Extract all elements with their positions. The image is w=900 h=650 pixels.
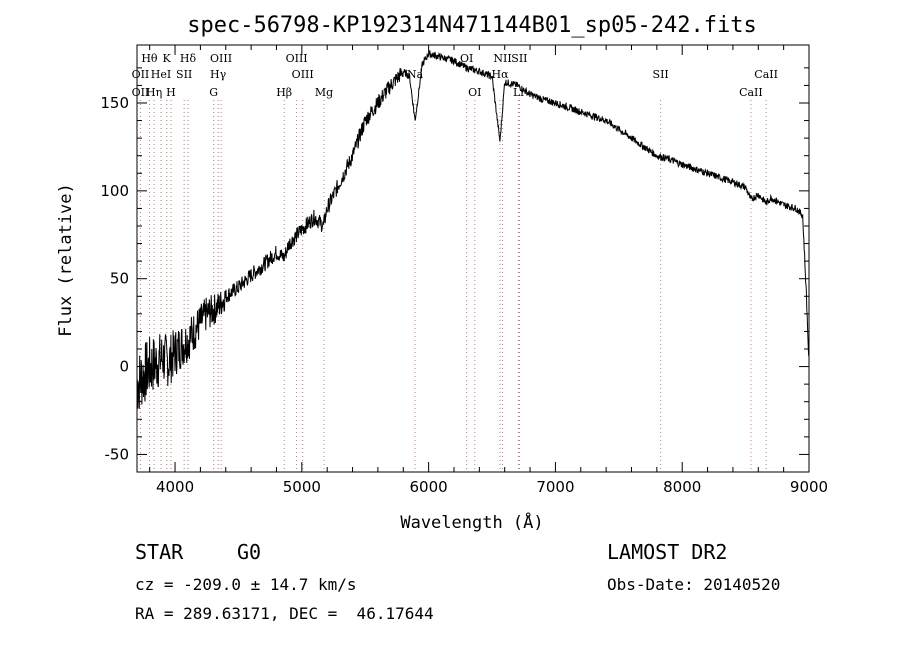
object-subclass: G0 [237, 540, 262, 564]
spectral-line-label: HeI [151, 68, 171, 81]
spectral-line-label: OI [460, 52, 473, 65]
redshift-cz: cz = -209.0 ± 14.7 km/s [135, 575, 357, 594]
x-tick-label: 5000 [283, 478, 321, 496]
y-tick-label: -50 [105, 445, 130, 463]
spectral-line-label: Hβ [276, 86, 292, 99]
x-tick-label: 7000 [536, 478, 574, 496]
x-tick-label: 6000 [410, 478, 448, 496]
spectral-line-label: Mg [315, 86, 333, 99]
x-axis-label: Wavelength (Å) [400, 511, 543, 533]
sky-coordinates: RA = 289.63171, DEC = 46.17644 [135, 604, 434, 623]
spectral-line-label: SII [511, 52, 527, 65]
spectral-line-label: NII [493, 52, 511, 65]
plot-frame [136, 44, 810, 473]
y-tick-label: 50 [110, 270, 129, 288]
observation-date: Obs-Date: 20140520 [607, 575, 781, 594]
spectral-line-label: K [163, 52, 172, 65]
spectral-line-label: Hθ [141, 52, 158, 65]
spectral-line-label: OII [132, 68, 150, 81]
spectral-line-label: H [166, 86, 176, 99]
spectral-line-label: SII [653, 68, 669, 81]
survey-name: LAMOST DR2 [607, 540, 728, 564]
spectral-line-label: Na [407, 68, 424, 81]
y-tick-label: 100 [100, 182, 129, 200]
axis-ticks: 4000 5000 6000 7000 8000 9000 -50 0 50 100 150 [100, 45, 828, 496]
x-tick-label: 8000 [663, 478, 701, 496]
spectral-line-label: Li [513, 86, 524, 99]
spectral-line-label: OI [468, 86, 481, 99]
spectrum-trace [136, 49, 810, 409]
spectrum-layer [136, 49, 810, 409]
spectral-line-label: Hη [146, 86, 162, 99]
y-axis-label: Flux (relative) [56, 183, 76, 337]
y-tick-label: 150 [100, 94, 129, 112]
chart-title: spec-56798-KP192314N471144B01_sp05-242.f… [187, 13, 757, 38]
spectral-line-label: SII [176, 68, 192, 81]
spectral-line-label: OIII [286, 52, 308, 65]
spectral-line-label: OIII [292, 68, 314, 81]
spectral-line-label: CaII [754, 68, 778, 81]
x-tick-label: 9000 [790, 478, 828, 496]
spectral-line-label: Hδ [180, 52, 197, 65]
spectral-line-label: Hα [491, 68, 509, 81]
spectral-line-label: OII [132, 86, 150, 99]
x-tick-label: 4000 [156, 478, 194, 496]
spectral-line-label: CaII [739, 86, 763, 99]
spectral-line-label: G [209, 86, 218, 99]
object-class: STAR [135, 540, 184, 564]
spectral-line-label: Hγ [210, 68, 227, 81]
spectral-line-label: OIII [210, 52, 232, 65]
y-tick-label: 0 [119, 358, 129, 376]
